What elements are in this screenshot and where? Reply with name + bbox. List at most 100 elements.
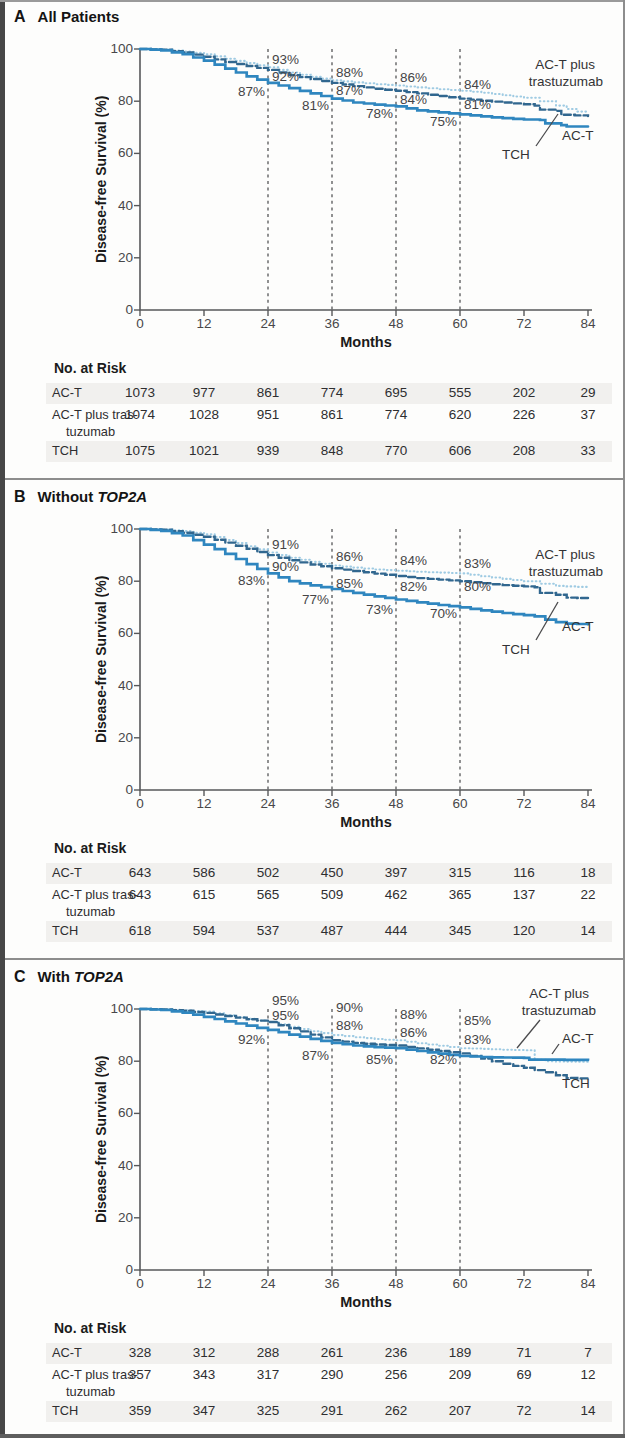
survival-pct-label: 70% — [415, 606, 457, 621]
survival-pct-label: 90% — [272, 559, 299, 574]
x-tick-label: 84 — [570, 316, 606, 331]
survival-pct-label: 88% — [336, 65, 363, 80]
risk-value: 262 — [362, 1403, 430, 1418]
risk-row-label-wrap: tuzumab — [66, 904, 115, 919]
risk-value: 618 — [106, 923, 174, 938]
x-tick-label: 72 — [506, 316, 542, 331]
risk-value: 37 — [554, 407, 622, 422]
risk-value: 939 — [234, 443, 302, 458]
legend-act-label: AC-T — [562, 619, 594, 634]
risk-value: 1075 — [106, 443, 174, 458]
survival-pct-label: 88% — [336, 1018, 363, 1033]
risk-row-label: AC-T — [52, 385, 82, 400]
survival-pct-label: 86% — [400, 70, 427, 85]
survival-pct-label: 78% — [351, 106, 393, 121]
risk-value: 555 — [426, 385, 494, 400]
axis-lines — [140, 1009, 592, 1270]
risk-value: 695 — [362, 385, 430, 400]
risk-row-label: TCH — [52, 1403, 78, 1418]
risk-value: 774 — [298, 385, 366, 400]
risk-value: 450 — [298, 865, 366, 880]
risk-value: 365 — [426, 887, 494, 902]
risk-row-label: AC-T — [52, 865, 82, 880]
legend-actt-line2: trastuzumab — [529, 564, 603, 579]
x-axis-title: Months — [140, 814, 592, 830]
x-tick-label: 12 — [186, 796, 222, 811]
y-axis-title: Disease-free Survival (%) — [90, 529, 112, 790]
survival-pct-label: 81% — [464, 97, 491, 112]
panel-with-top2a: CWith TOP2A 1008060402000122436486072849… — [0, 960, 625, 1438]
risk-value: 325 — [234, 1403, 302, 1418]
risk-value: 189 — [426, 1345, 494, 1360]
survival-pct-label: 84% — [400, 92, 427, 107]
survival-pct-label: 83% — [464, 556, 491, 571]
risk-table-header: No. at Risk — [54, 1320, 126, 1336]
risk-value: 848 — [298, 443, 366, 458]
x-tick-label: 24 — [250, 316, 286, 331]
survival-pct-label: 88% — [400, 1007, 427, 1022]
risk-value: 643 — [106, 887, 174, 902]
risk-value: 606 — [426, 443, 494, 458]
survival-pct-label: 90% — [336, 1000, 363, 1015]
legend-pointer-line — [552, 1044, 559, 1054]
x-tick-label: 12 — [186, 1276, 222, 1291]
survival-pct-label: 85% — [351, 1052, 393, 1067]
survival-pct-label: 84% — [400, 553, 427, 568]
risk-table-header: No. at Risk — [54, 360, 126, 376]
risk-value: 774 — [362, 407, 430, 422]
risk-value: 202 — [490, 385, 558, 400]
survival-pct-label: 87% — [287, 1048, 329, 1063]
risk-value: 977 — [170, 385, 238, 400]
survival-pct-label: 80% — [464, 579, 491, 594]
x-tick-label: 48 — [378, 796, 414, 811]
legend-tch-label: TCH — [502, 642, 530, 657]
y-axis-title: Disease-free Survival (%) — [90, 49, 112, 310]
risk-value: 226 — [490, 407, 558, 422]
risk-value: 328 — [106, 1345, 174, 1360]
legend-tch-label: TCH — [502, 147, 530, 162]
y-axis-title: Disease-free Survival (%) — [90, 1009, 112, 1270]
risk-value: 116 — [490, 865, 558, 880]
x-tick-label: 84 — [570, 796, 606, 811]
survival-pct-label: 73% — [351, 602, 393, 617]
survival-pct-label: 92% — [272, 69, 299, 84]
survival-pct-label: 83% — [464, 1032, 491, 1047]
risk-value: 565 — [234, 887, 302, 902]
x-tick-label: 48 — [378, 1276, 414, 1291]
border-top — [0, 0, 625, 2]
survival-pct-label: 86% — [400, 1025, 427, 1040]
risk-value: 951 — [234, 407, 302, 422]
risk-value: 261 — [298, 1345, 366, 1360]
risk-value: 861 — [234, 385, 302, 400]
risk-row-label: TCH — [52, 443, 78, 458]
risk-value: 137 — [490, 887, 558, 902]
risk-value: 620 — [426, 407, 494, 422]
risk-row-label-wrap: tuzumab — [66, 424, 115, 439]
legend-act-label: AC-T — [562, 1031, 594, 1046]
risk-value: 359 — [106, 1403, 174, 1418]
survival-pct-label: 84% — [464, 77, 491, 92]
survival-pct-label: 95% — [272, 1008, 299, 1023]
risk-value: 7 — [554, 1345, 622, 1360]
risk-value: 18 — [554, 865, 622, 880]
risk-value: 317 — [234, 1367, 302, 1382]
risk-value: 120 — [490, 923, 558, 938]
survival-pct-label: 87% — [223, 84, 265, 99]
x-axis-title: Months — [140, 1294, 592, 1310]
legend-actt-line1: AC-T plus — [535, 57, 595, 72]
risk-value: 14 — [554, 1403, 622, 1418]
risk-value: 1028 — [170, 407, 238, 422]
x-tick-label: 36 — [314, 796, 350, 811]
x-tick-label: 0 — [122, 796, 158, 811]
survival-pct-label: 93% — [272, 52, 299, 67]
risk-value: 256 — [362, 1367, 430, 1382]
legend-pointer-line — [517, 1020, 540, 1048]
risk-value: 207 — [426, 1403, 494, 1418]
risk-value: 1073 — [106, 385, 174, 400]
risk-table-header: No. at Risk — [54, 840, 126, 856]
border-left — [0, 0, 5, 1438]
x-tick-label: 60 — [442, 796, 478, 811]
risk-value: 29 — [554, 385, 622, 400]
x-tick-label: 36 — [314, 1276, 350, 1291]
risk-value: 288 — [234, 1345, 302, 1360]
